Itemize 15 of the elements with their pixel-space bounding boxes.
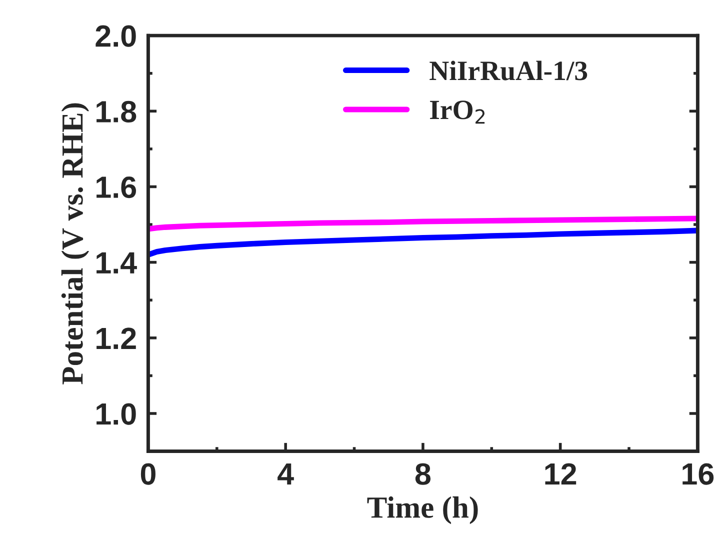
- y-tick-label: 2.0: [96, 25, 136, 47]
- y-tick-label: 1.0: [96, 403, 136, 425]
- legend-label: NiIrRuAl-1/3: [430, 60, 588, 80]
- legend-label: IrO$_{2}$: [430, 100, 485, 124]
- x-tick-label: 16: [682, 463, 714, 485]
- y-axis-title: Potential (V vs. RHE): [61, 103, 90, 384]
- y-tick-label: 1.2: [96, 328, 136, 349]
- y-tick-label: 1.6: [96, 176, 136, 198]
- y-tick-label: 1.8: [96, 100, 136, 123]
- y-tick-label: 1.4: [96, 252, 137, 274]
- x-tick-label: 0: [140, 463, 156, 485]
- x-tick-label: 4: [278, 464, 294, 485]
- x-axis-title: Time (h): [367, 496, 478, 524]
- x-tick-label: 12: [545, 463, 576, 485]
- x-tick-label: 8: [415, 463, 431, 485]
